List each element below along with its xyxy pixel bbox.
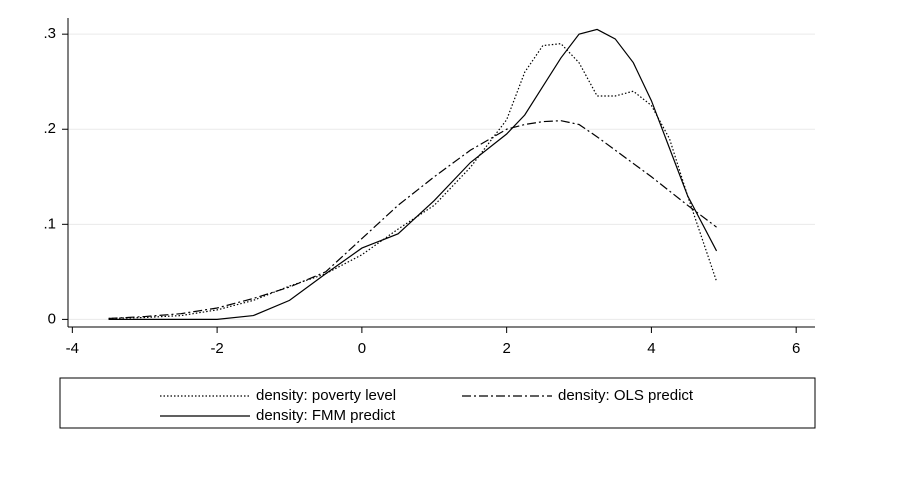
y-tick-label: .2	[43, 120, 56, 137]
x-tick-label: 6	[792, 340, 800, 357]
x-tick-label: -4	[66, 340, 79, 357]
x-tick-label: 4	[647, 340, 655, 357]
y-tick-label: .1	[43, 215, 56, 232]
y-tick-label: .3	[43, 25, 56, 42]
legend-label: density: OLS predict	[558, 387, 694, 404]
legend-label: density: FMM predict	[256, 407, 396, 424]
legend-label: density: poverty level	[256, 387, 396, 404]
series-line	[108, 28, 718, 320]
series-line	[108, 120, 717, 320]
x-tick-label: 2	[502, 340, 510, 357]
series-line	[108, 43, 718, 320]
x-tick-label: -2	[210, 340, 223, 357]
y-tick-label: 0	[48, 310, 56, 327]
x-tick-label: 0	[358, 340, 366, 357]
legend-box	[59, 377, 816, 429]
